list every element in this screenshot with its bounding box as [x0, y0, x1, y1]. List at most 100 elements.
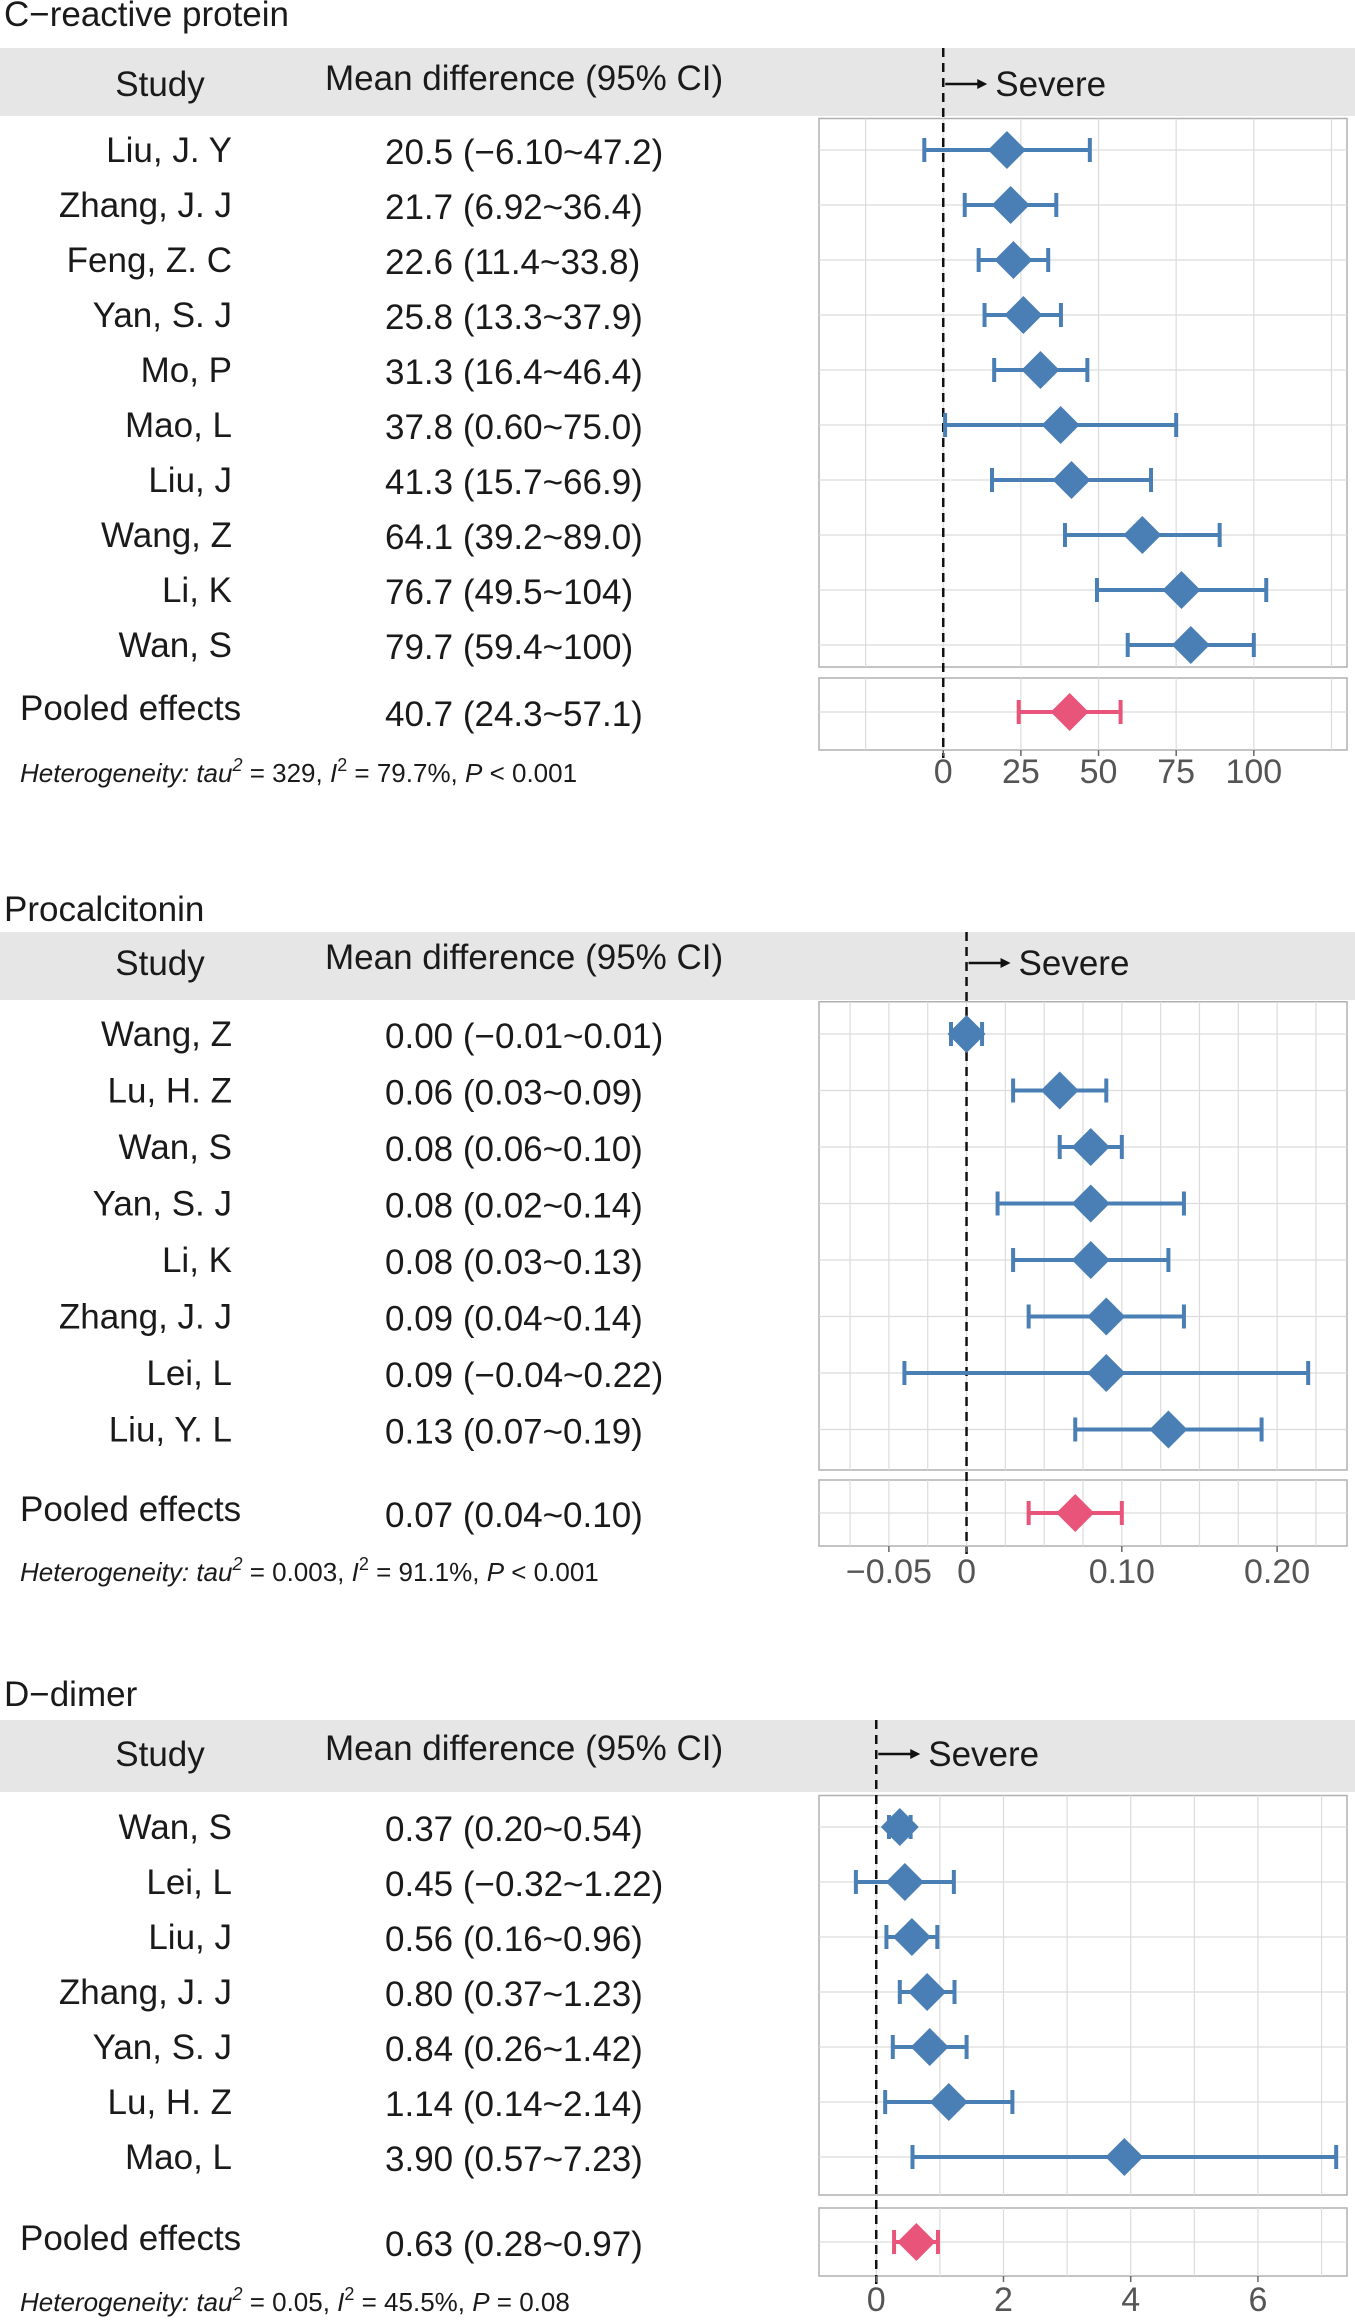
pooled-estimate-label: 40.7 (24.3~57.1) — [385, 695, 643, 734]
study-diamond — [1041, 406, 1080, 444]
header-study: Study — [115, 1735, 205, 1774]
study-diamond — [987, 131, 1026, 169]
study-diamond — [880, 1808, 919, 1846]
x-tick-label: 25 — [1002, 753, 1040, 791]
study-name: Lu, H. Z — [108, 2083, 232, 2122]
study-name: Wang, Z — [101, 516, 232, 555]
study-estimate-label: 21.7 (6.92~36.4) — [385, 188, 643, 227]
x-tick-label: 50 — [1080, 753, 1118, 791]
study-name: Mao, L — [125, 2138, 232, 2177]
study-name: Zhang, J. J — [59, 1298, 232, 1337]
study-estimate-label: 25.8 (13.3~37.9) — [385, 298, 643, 337]
study-name: Li, K — [162, 571, 232, 610]
study-name: Wang, Z — [101, 1015, 232, 1054]
x-tick-label: 0 — [957, 1553, 976, 1591]
study-estimate-label: 0.80 (0.37~1.23) — [385, 1975, 643, 2014]
study-diamond — [929, 2083, 968, 2121]
study-diamond — [885, 1863, 924, 1901]
study-diamond — [1071, 1184, 1110, 1223]
forest-panel-2: Procalcitonin Study Mean difference (95% C… — [0, 890, 1355, 1591]
direction-arrowhead — [1000, 958, 1011, 968]
study-diamond — [1087, 1354, 1126, 1392]
study-diamond — [1040, 1071, 1079, 1110]
study-name: Yan, S. J — [93, 1185, 232, 1224]
study-diamond — [991, 186, 1030, 224]
study-name: Mao, L — [125, 406, 232, 445]
pooled-estimate-label: 0.07 (0.04~0.10) — [385, 1496, 643, 1535]
study-name: Liu, J. Y — [106, 131, 232, 170]
study-estimate-label: 1.14 (0.14~2.14) — [385, 2085, 643, 2124]
study-diamond — [1162, 571, 1201, 609]
study-estimate-label: 0.13 (0.07~0.19) — [385, 1413, 643, 1452]
study-diamond — [1071, 1128, 1110, 1166]
study-estimate-label: 31.3 (16.4~46.4) — [385, 353, 643, 392]
panel-title: C−reactive protein — [4, 0, 289, 34]
x-tick-label: 0 — [934, 753, 953, 791]
x-tick-label: 0.10 — [1089, 1553, 1155, 1591]
direction-arrowhead — [910, 1749, 921, 1759]
study-estimate-label: 79.7 (59.4~100) — [385, 628, 633, 667]
study-name: Lei, L — [146, 1863, 232, 1902]
study-name: Liu, J — [148, 461, 232, 500]
study-diamond — [994, 241, 1033, 279]
study-name: Zhang, J. J — [59, 186, 232, 225]
study-diamond — [947, 1015, 986, 1053]
header-effect: Mean difference (95% CI) — [325, 938, 723, 977]
study-name: Liu, J — [148, 1918, 232, 1957]
study-diamond — [908, 1973, 947, 2011]
study-estimate-label: 0.37 (0.20~0.54) — [385, 1810, 643, 1849]
heterogeneity-text: Heterogeneity: tau2 = 0.05, I2 = 45.5%, … — [20, 2284, 570, 2317]
header-effect: Mean difference (95% CI) — [325, 1729, 723, 1768]
study-diamond — [1021, 351, 1060, 389]
header-band — [0, 932, 1355, 1000]
study-name: Yan, S. J — [93, 296, 232, 335]
direction-label: Severe — [1019, 944, 1130, 983]
panel-title: D−dimer — [4, 1675, 138, 1714]
pooled-name: Pooled effects — [20, 689, 241, 728]
forest-panel-1: C−reactive protein Study Mean difference (… — [0, 0, 1355, 791]
study-diamond — [892, 1918, 931, 1956]
study-name: Feng, Z. C — [67, 241, 232, 280]
study-estimate-label: 3.90 (0.57~7.23) — [385, 2140, 643, 2179]
study-name: Li, K — [162, 1241, 232, 1280]
study-name: Liu, Y. L — [109, 1411, 232, 1450]
study-diamond — [1105, 2138, 1144, 2176]
study-estimate-label: 20.5 (−6.10~47.2) — [385, 133, 663, 172]
study-diamond — [1123, 516, 1162, 554]
heterogeneity-text: Heterogeneity: tau2 = 0.003, I2 = 91.1%,… — [20, 1554, 599, 1587]
pooled-name: Pooled effects — [20, 2219, 241, 2258]
study-name: Lu, H. Z — [108, 1072, 232, 1111]
direction-label: Severe — [995, 65, 1106, 104]
studies-panel — [818, 117, 1348, 668]
x-tick-label: 0.20 — [1244, 1553, 1310, 1591]
direction-arrowhead — [977, 79, 988, 89]
header-study: Study — [115, 944, 205, 983]
study-estimate-label: 0.84 (0.26~1.42) — [385, 2030, 643, 2069]
study-estimate-label: 0.09 (0.04~0.14) — [385, 1300, 643, 1339]
study-diamond — [910, 2028, 949, 2066]
study-estimate-label: 64.1 (39.2~89.0) — [385, 518, 643, 557]
study-estimate-label: 0.45 (−0.32~1.22) — [385, 1865, 663, 1904]
study-diamond — [1004, 296, 1043, 334]
study-estimate-label: 0.56 (0.16~0.96) — [385, 1920, 643, 1959]
study-estimate-label: 0.06 (0.03~0.09) — [385, 1074, 643, 1113]
study-estimate-label: 41.3 (15.7~66.9) — [385, 463, 643, 502]
x-tick-label: 6 — [1248, 2281, 1267, 2319]
study-name: Mo, P — [141, 351, 232, 390]
study-name: Lei, L — [146, 1354, 232, 1393]
header-band — [0, 48, 1355, 116]
x-tick-label: 0 — [867, 2281, 886, 2319]
study-diamond — [1149, 1410, 1188, 1449]
study-diamond — [1052, 461, 1091, 499]
study-estimate-label: 0.08 (0.02~0.14) — [385, 1187, 643, 1226]
study-name: Zhang, J. J — [59, 1973, 232, 2012]
study-diamond — [1071, 1241, 1110, 1279]
pooled-estimate-label: 0.63 (0.28~0.97) — [385, 2225, 643, 2264]
heterogeneity-text: Heterogeneity: tau2 = 329, I2 = 79.7%, P… — [20, 755, 577, 788]
pooled-name: Pooled effects — [20, 1490, 241, 1529]
study-diamond — [1171, 626, 1210, 664]
study-name: Wan, S — [119, 1128, 232, 1167]
pooled-diamond — [897, 2223, 936, 2261]
study-name: Wan, S — [119, 626, 232, 665]
